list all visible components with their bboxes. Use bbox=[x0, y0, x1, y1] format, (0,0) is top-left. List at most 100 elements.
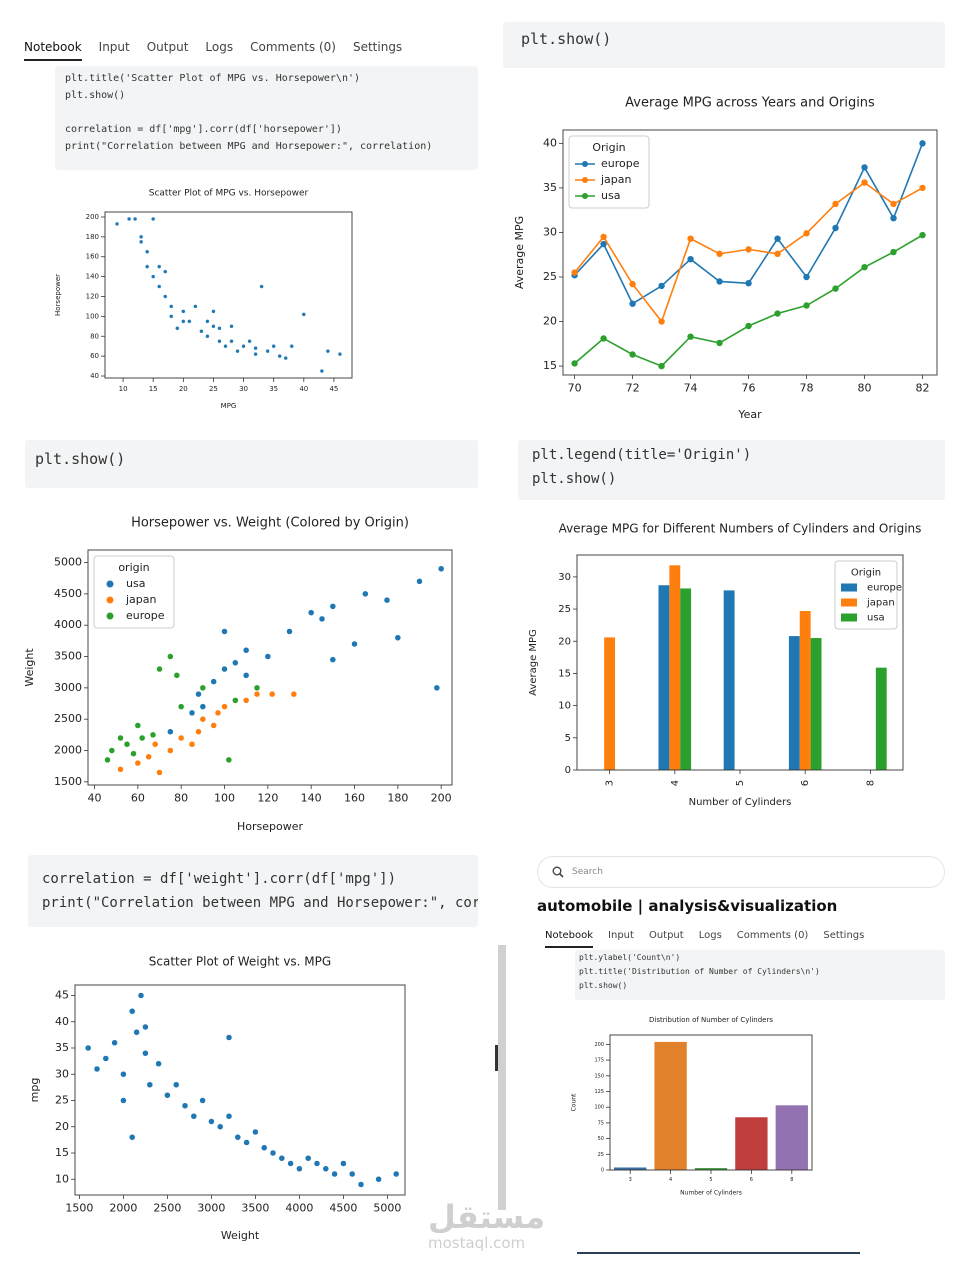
x-tick-label: 100 bbox=[214, 792, 235, 805]
code-line: plt.title('Distribution of Number of Cyl… bbox=[579, 967, 820, 976]
x-tick-label: 6 bbox=[800, 780, 811, 786]
x-tick-label: 180 bbox=[387, 792, 408, 805]
plot-frame bbox=[576, 554, 904, 771]
legend-box bbox=[93, 555, 175, 629]
code-line: plt.legend(title='Origin') bbox=[532, 447, 752, 463]
line-marker bbox=[600, 233, 607, 241]
x-tick-label: 8 bbox=[865, 780, 876, 786]
scatter-point bbox=[149, 731, 157, 739]
tab[interactable]: Logs bbox=[205, 40, 234, 54]
x-tick-label: 80 bbox=[858, 382, 872, 395]
scatter-point bbox=[162, 269, 168, 274]
y-tick-label: 1500 bbox=[54, 775, 82, 788]
y-axis-label: Count bbox=[571, 1093, 578, 1111]
line-marker bbox=[600, 240, 607, 248]
search-box[interactable]: Search bbox=[537, 856, 945, 888]
scatter-point bbox=[151, 741, 159, 748]
tab[interactable]: Output bbox=[648, 930, 684, 941]
scatter-point bbox=[188, 741, 196, 748]
x-tick-label: 82 bbox=[916, 382, 930, 395]
scatter-point bbox=[229, 324, 234, 329]
code-cell: plt.legend(title='Origin') plt.show() bbox=[518, 440, 945, 500]
y-tick-label: 15 bbox=[543, 359, 557, 372]
y-tick-label: 80 bbox=[90, 332, 99, 340]
divider bbox=[577, 1252, 860, 1254]
scatter-point bbox=[268, 690, 276, 698]
plot-frame bbox=[609, 1034, 813, 1171]
scatter-point bbox=[173, 672, 181, 679]
bar bbox=[669, 565, 681, 770]
scatter-point bbox=[437, 565, 445, 573]
y-tick-label: 2000 bbox=[54, 744, 82, 757]
scatter-point bbox=[137, 992, 145, 999]
scatter-point bbox=[433, 684, 441, 692]
scatter-point bbox=[146, 1081, 154, 1088]
legend-swatch bbox=[106, 580, 114, 588]
x-tick-label: 8 bbox=[790, 1177, 793, 1183]
tab[interactable]: Output bbox=[146, 40, 189, 54]
scatter-point bbox=[111, 1039, 118, 1046]
code-line: plt.show() bbox=[35, 450, 126, 468]
tab[interactable]: Input bbox=[608, 930, 634, 941]
x-tick-label: 5 bbox=[735, 780, 746, 786]
chart-title: Average MPG for Different Numbers of Cyl… bbox=[559, 522, 922, 536]
plot-frame bbox=[104, 211, 353, 379]
y-tick-label: 40 bbox=[543, 136, 557, 149]
scatter-point bbox=[331, 1170, 338, 1178]
tab[interactable]: Logs bbox=[698, 930, 722, 941]
tab[interactable]: Comments (0) bbox=[250, 40, 336, 54]
scatter-point bbox=[177, 734, 185, 742]
chart: Scatter Plot of Weight vs. MPG Weight mpg 1… bbox=[28, 955, 406, 1242]
search-placeholder: Search bbox=[572, 867, 603, 877]
scatter-point bbox=[242, 672, 250, 679]
tab[interactable]: Comments (0) bbox=[736, 930, 809, 941]
scatter-point bbox=[225, 1113, 233, 1120]
tab[interactable]: Settings bbox=[823, 930, 865, 941]
code-line: plt.show() bbox=[532, 471, 617, 487]
watermark-arabic: مستقل bbox=[428, 1198, 546, 1236]
line-marker bbox=[745, 246, 752, 253]
line-marker bbox=[687, 333, 694, 340]
chart: Horsepower vs. Weight (Colored by Origin… bbox=[23, 516, 453, 833]
scatter-point bbox=[156, 769, 163, 776]
x-tick-label: 5 bbox=[709, 1177, 712, 1183]
scatter-point bbox=[318, 615, 326, 623]
scatter-point bbox=[167, 728, 174, 735]
tab[interactable]: Settings bbox=[352, 40, 403, 54]
x-tick-label: 200 bbox=[431, 792, 452, 805]
x-tick-label: 70 bbox=[568, 382, 582, 395]
scatter-point bbox=[243, 1139, 250, 1146]
scatter-point bbox=[322, 1165, 330, 1172]
legend-label: europe bbox=[867, 583, 902, 594]
scatter-point bbox=[221, 665, 228, 673]
x-axis-label: Weight bbox=[221, 1229, 260, 1242]
line-marker bbox=[803, 230, 810, 237]
code-line: plt.show() bbox=[521, 30, 612, 48]
code-line: plt.title('Scatter Plot of MPG vs. Horse… bbox=[65, 73, 361, 84]
y-tick-label: 10 bbox=[55, 1172, 69, 1185]
line-marker bbox=[571, 269, 578, 276]
code-line: print("Correlation between MPG and Horse… bbox=[42, 895, 478, 911]
bar bbox=[775, 1105, 808, 1170]
line-marker bbox=[629, 280, 636, 288]
legend-swatch bbox=[582, 193, 588, 199]
legend-label: usa bbox=[126, 577, 145, 590]
x-tick-label: 2500 bbox=[153, 1202, 181, 1215]
tab[interactable]: Notebook bbox=[24, 40, 82, 61]
x-tick-label: 40 bbox=[299, 385, 308, 393]
tab[interactable]: Notebook bbox=[545, 930, 594, 948]
y-tick-label: 25 bbox=[543, 270, 557, 283]
scatter-point bbox=[253, 345, 258, 351]
bar bbox=[604, 637, 616, 770]
chart-title: Scatter Plot of Weight vs. MPG bbox=[149, 955, 331, 969]
scatter-point bbox=[287, 1160, 294, 1167]
scatter-point bbox=[307, 609, 315, 616]
x-tick-label: 40 bbox=[88, 792, 102, 805]
scatter-point bbox=[133, 1029, 140, 1036]
y-tick-label: 15 bbox=[55, 1146, 69, 1159]
scatter-point bbox=[296, 1165, 303, 1172]
code-cell: plt.show() bbox=[503, 22, 945, 68]
tab[interactable]: Input bbox=[98, 40, 130, 54]
x-tick-label: 10 bbox=[119, 385, 128, 393]
y-tick-label: 20 bbox=[558, 636, 571, 647]
